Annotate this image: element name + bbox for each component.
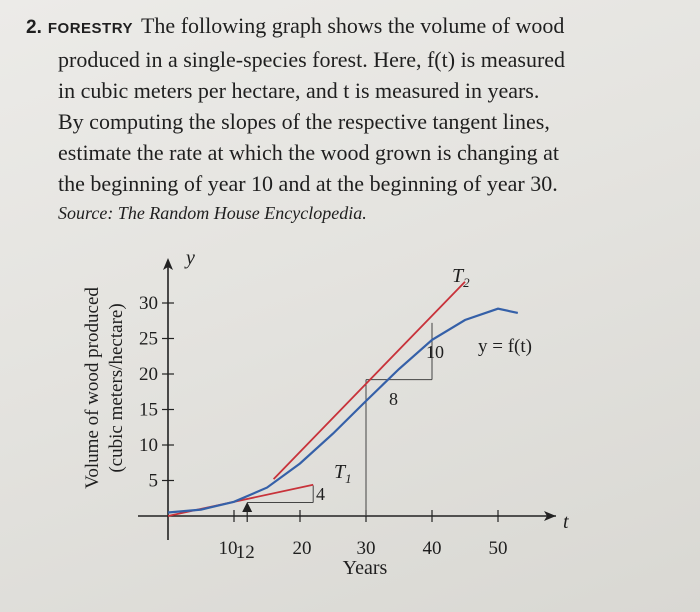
x-axis-title: Years bbox=[343, 557, 388, 579]
rise-label-4: 4 bbox=[316, 484, 325, 504]
t1-letter: T bbox=[334, 461, 347, 483]
x-tick-label: 40 bbox=[423, 538, 442, 559]
x-axis-arrowhead bbox=[544, 511, 556, 521]
ticks bbox=[162, 302, 499, 522]
axes bbox=[138, 258, 556, 540]
y-tick-label: 5 bbox=[149, 471, 159, 492]
marked-point-arrow bbox=[242, 502, 253, 512]
x-tick-label: 10 bbox=[219, 538, 238, 559]
problem-text-line: the beginning of year 10 and at the begi… bbox=[58, 171, 558, 196]
source-citation: Source: The Random House Encyclopedia. bbox=[58, 203, 367, 223]
t2-tangent-line bbox=[272, 281, 466, 480]
rise-label-8: 8 bbox=[389, 389, 398, 409]
t2-label: T2 bbox=[452, 265, 470, 290]
y-tick-labels: 5 10 15 20 25 30 bbox=[139, 293, 158, 492]
x-tick-label: 50 bbox=[489, 538, 508, 559]
problem-text-line: The following graph shows the volume of … bbox=[140, 13, 565, 38]
problem-number: 2. bbox=[26, 17, 42, 38]
problem-text-line: in cubic meters per hectare, and t is me… bbox=[58, 78, 540, 103]
y-axis-title-line-1: Volume of wood produced bbox=[82, 287, 103, 489]
problem-text-line: estimate the rate at which the wood grow… bbox=[58, 140, 559, 165]
t2-letter: T bbox=[452, 265, 465, 287]
curve-label: y = f(t) bbox=[478, 336, 532, 357]
tangent-lines bbox=[167, 281, 466, 517]
t2-subscript: 2 bbox=[463, 275, 470, 290]
run-label-10: 10 bbox=[426, 342, 444, 362]
problem-topic: FORESTRY bbox=[47, 20, 133, 37]
series-curve bbox=[167, 307, 519, 514]
x-axis-symbol: t bbox=[563, 511, 569, 533]
problem-text-line: produced in a single-species forest. Her… bbox=[58, 47, 566, 72]
problem-line-1: 2. FORESTRY The following graph shows the … bbox=[26, 10, 676, 44]
t1-subscript: 1 bbox=[345, 471, 352, 486]
y-axis-symbol: y bbox=[184, 247, 195, 269]
x-tick-labels: 10 20 30 40 50 12 bbox=[219, 538, 508, 563]
y-axis-arrowhead bbox=[163, 258, 173, 270]
y-tick-label: 20 bbox=[139, 364, 158, 385]
y-tick-label: 15 bbox=[139, 400, 158, 421]
y-tick-label: 10 bbox=[139, 435, 158, 456]
marked-point-label: 12 bbox=[236, 542, 255, 563]
y-tick-label: 25 bbox=[139, 329, 158, 350]
problem-text: 2. FORESTRY The following graph shows the … bbox=[26, 10, 676, 227]
guides bbox=[247, 322, 433, 516]
y-axis-title-line-2: (cubic meters/hectare) bbox=[106, 303, 127, 472]
problem-text-line: By computing the slopes of the respectiv… bbox=[58, 109, 550, 134]
t1-label: T1 bbox=[334, 461, 352, 486]
y-tick-label: 30 bbox=[139, 293, 158, 314]
x-tick-label: 30 bbox=[357, 538, 376, 559]
x-tick-label: 20 bbox=[293, 538, 312, 559]
